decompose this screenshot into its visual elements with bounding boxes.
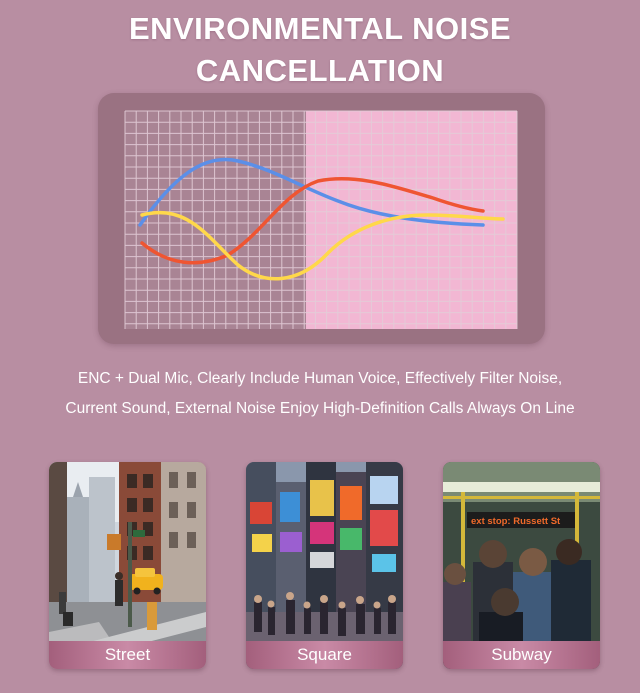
page-title: ENVIRONMENTAL NOISE CANCELLATION xyxy=(0,8,640,92)
scene-label-street: Street xyxy=(49,641,206,669)
subway-train-photo: ext stop: Russett St xyxy=(443,462,600,669)
description-line-1: ENC + Dual Mic, Clearly Include Human Vo… xyxy=(77,370,563,387)
yellow-waveform-line xyxy=(140,210,505,281)
scene-card-subway: ext stop: Russett St Subway xyxy=(443,462,600,669)
times-square-photo xyxy=(246,462,403,669)
scene-label-square: Square xyxy=(246,641,403,669)
noise-waveform-graphic xyxy=(124,110,518,329)
graph-grid-lines xyxy=(124,110,518,329)
scene-label-subway: Subway xyxy=(443,641,600,669)
noise-graph-panel xyxy=(98,93,545,344)
scene-card-street: Street xyxy=(49,462,206,669)
red-waveform-line xyxy=(140,176,485,265)
blue-waveform-line xyxy=(138,157,485,227)
city-street-photo xyxy=(49,462,206,669)
description: ENC + Dual Mic, Clearly Include Human Vo… xyxy=(0,364,640,424)
title-line-2: CANCELLATION xyxy=(195,53,445,88)
title-line-1: ENVIRONMENTAL NOISE xyxy=(128,11,512,46)
scene-card-square: Square xyxy=(246,462,403,669)
description-line-2: Current Sound, External Noise Enjoy High… xyxy=(65,400,575,417)
subway-sign-text: ext stop: Russett St xyxy=(471,516,561,527)
